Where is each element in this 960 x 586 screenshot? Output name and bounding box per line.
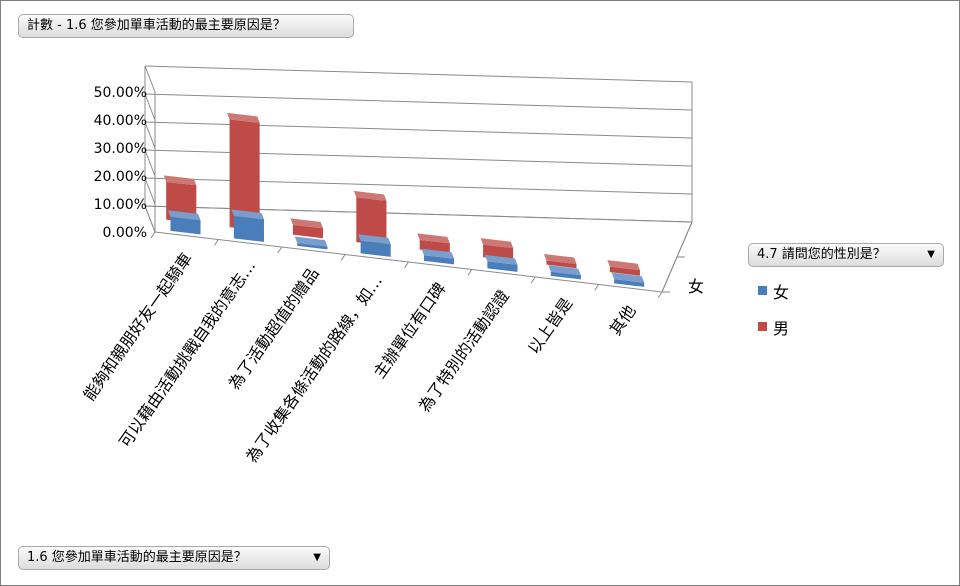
y-tick-label: 0.00%	[103, 225, 147, 241]
bar-female	[421, 248, 454, 265]
y-tick-label: 10.00%	[94, 197, 147, 213]
x-tick	[594, 284, 600, 291]
bar-female	[294, 236, 328, 250]
chart-bars	[163, 112, 645, 287]
legend-field-label: 4.7 請問您的性別是？	[757, 247, 886, 262]
bar-male	[290, 218, 323, 239]
side-gridline	[144, 177, 156, 205]
x-category-label: 以上皆是	[524, 294, 576, 357]
side-gridline	[144, 121, 156, 149]
gridline	[144, 149, 693, 167]
x-category-label: 為了收集各條活動的路線，如…	[242, 272, 386, 466]
y-tick-label: 50.00%	[94, 85, 147, 101]
y-tick-label: 30.00%	[94, 141, 147, 157]
x-tick	[213, 239, 219, 246]
side-gridline	[144, 93, 156, 121]
x-category-label: 其他	[606, 302, 640, 339]
side-gridline	[144, 149, 156, 177]
bar-male	[227, 112, 260, 231]
x-category-label: 可以藉由活動挑戰自我的意志…	[115, 257, 259, 451]
depth-axis-label: 女	[688, 277, 704, 296]
bar-female	[358, 234, 391, 257]
x-tick	[467, 269, 473, 276]
gridline	[144, 177, 693, 195]
gridline	[144, 93, 693, 111]
chevron-down-icon[interactable]: ▼	[313, 552, 321, 563]
y-axis-ticks: 50.00% 40.00% 30.00% 20.00% 10.00% 0.00%	[94, 85, 147, 241]
bar-female	[167, 210, 201, 235]
side-gridline	[144, 65, 156, 93]
bar-female	[548, 265, 581, 280]
legend-entry-male: 男	[773, 319, 790, 338]
x-tick	[530, 276, 536, 284]
chevron-down-icon[interactable]: ▼	[927, 249, 935, 260]
x-tick	[657, 291, 663, 299]
bar-female	[611, 272, 645, 287]
axis-field-label: 1.6 您參加單車活動的最主要原因是？	[27, 550, 247, 565]
gridline	[144, 65, 693, 83]
x-tick	[277, 246, 283, 254]
legend-field-button[interactable]: 4.7 請問您的性別是？ ▼	[748, 243, 944, 267]
bar-male	[607, 260, 640, 276]
axis-field-button[interactable]: 1.6 您參加單車活動的最主要原因是？ ▼	[18, 546, 330, 570]
x-tick	[150, 231, 156, 239]
x-category-label: 主辦單位有口碑	[370, 279, 450, 382]
gridline	[144, 121, 693, 139]
y-tick-label: 20.00%	[94, 169, 147, 185]
x-tick	[340, 254, 346, 261]
x-axis-categories: 能夠和親朋好友一起騎車可以藉由活動挑戰自我的意志…為了活動超值的贈品為了收集各條…	[79, 249, 639, 466]
bar-female	[231, 209, 264, 242]
legend-swatch-female	[758, 286, 767, 295]
x-tick	[404, 261, 409, 269]
bar-male	[543, 253, 577, 269]
legend-swatch-male	[758, 322, 767, 331]
y-tick-label: 40.00%	[94, 113, 147, 129]
legend-entry-female: 女	[773, 283, 790, 302]
value-field-button[interactable]: 計數 - 1.6 您參加單車活動的最主要原因是？	[18, 14, 354, 38]
value-field-label: 計數 - 1.6 您參加單車活動的最主要原因是？	[27, 18, 286, 33]
bar-female	[484, 254, 518, 272]
bar-male	[353, 190, 387, 246]
